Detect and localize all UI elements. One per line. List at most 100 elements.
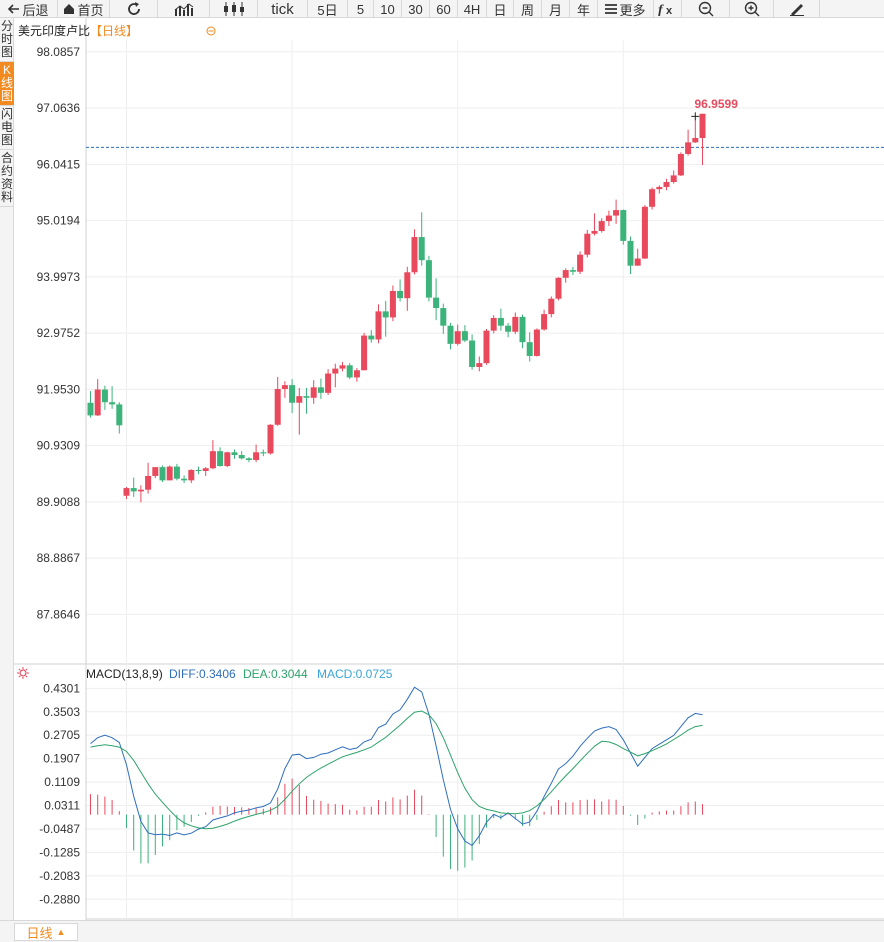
candle[interactable]: [296, 387, 303, 435]
candle[interactable]: [663, 178, 670, 191]
candle[interactable]: [317, 378, 324, 399]
toolbar-button-more[interactable]: 更多: [598, 0, 654, 18]
candle[interactable]: [497, 308, 504, 331]
candle[interactable]: [325, 369, 332, 396]
candle[interactable]: [181, 475, 188, 484]
candle[interactable]: [375, 304, 382, 344]
candle[interactable]: [490, 315, 497, 334]
candle[interactable]: [382, 300, 389, 337]
candle[interactable]: [519, 314, 526, 349]
toolbar-button-refresh[interactable]: [110, 0, 158, 18]
candle[interactable]: [238, 451, 245, 460]
candle[interactable]: [101, 385, 108, 410]
toolbar-button-tick[interactable]: tick: [258, 0, 308, 18]
candlestick-series[interactable]: [87, 113, 706, 503]
candle[interactable]: [152, 467, 159, 479]
candle[interactable]: [130, 477, 137, 497]
toolbar-button-h4[interactable]: 4H: [458, 0, 487, 18]
candle[interactable]: [159, 465, 166, 483]
toolbar-button-m30[interactable]: 30: [402, 0, 430, 18]
sidebar-tab-0[interactable]: 分时图: [0, 18, 14, 62]
candle[interactable]: [440, 303, 447, 334]
candle[interactable]: [195, 466, 202, 475]
sidebar-tab-3[interactable]: 合约资料: [0, 150, 14, 207]
candle[interactable]: [339, 362, 346, 372]
toolbar-button-zoom-in[interactable]: [730, 0, 774, 18]
toolbar-button-year[interactable]: 年: [570, 0, 598, 18]
toolbar-button-back[interactable]: 后退: [0, 0, 58, 18]
candle[interactable]: [245, 457, 252, 463]
candle[interactable]: [253, 444, 260, 463]
candle[interactable]: [641, 205, 648, 260]
candle[interactable]: [598, 218, 605, 233]
candle[interactable]: [548, 296, 555, 318]
candle[interactable]: [656, 185, 663, 194]
candle[interactable]: [454, 324, 461, 346]
candle[interactable]: [397, 279, 404, 302]
candle[interactable]: [389, 285, 396, 322]
candle[interactable]: [649, 187, 656, 210]
candle[interactable]: [87, 391, 94, 418]
candle[interactable]: [346, 363, 353, 380]
candle[interactable]: [533, 328, 540, 357]
candle[interactable]: [123, 486, 130, 500]
candle[interactable]: [303, 387, 310, 414]
candle[interactable]: [145, 462, 152, 494]
toolbar-button-week[interactable]: 周: [514, 0, 542, 18]
candle[interactable]: [289, 379, 296, 414]
candle[interactable]: [109, 386, 116, 409]
period-select-button[interactable]: 日线 ▲: [14, 923, 78, 941]
candle[interactable]: [620, 209, 627, 245]
candle[interactable]: [166, 465, 173, 481]
candle[interactable]: [526, 332, 533, 362]
candle[interactable]: [469, 334, 476, 370]
candle[interactable]: [310, 380, 317, 404]
candle[interactable]: [577, 251, 584, 274]
candle[interactable]: [361, 332, 368, 371]
candle[interactable]: [512, 312, 519, 334]
candle[interactable]: [209, 440, 216, 470]
toolbar-button-home[interactable]: 首页: [58, 0, 110, 18]
candle[interactable]: [425, 255, 432, 302]
candle[interactable]: [411, 229, 418, 275]
candle[interactable]: [433, 278, 440, 321]
candle[interactable]: [217, 447, 224, 467]
sidebar-tab-2[interactable]: 闪电图: [0, 106, 14, 150]
candle[interactable]: [224, 451, 231, 468]
candle[interactable]: [332, 363, 339, 388]
candle[interactable]: [368, 330, 375, 343]
candle[interactable]: [418, 212, 425, 266]
toolbar-button-bar-type[interactable]: [158, 0, 210, 18]
toolbar-button-day[interactable]: 日: [487, 0, 514, 18]
candle[interactable]: [699, 113, 706, 165]
candle[interactable]: [267, 424, 274, 455]
candle[interactable]: [677, 152, 684, 176]
candle[interactable]: [476, 356, 483, 372]
toolbar-button-zoom-out[interactable]: [682, 0, 730, 18]
toolbar-button-month[interactable]: 月: [542, 0, 570, 18]
candle[interactable]: [627, 236, 634, 274]
add-indicator-icon[interactable]: [206, 26, 216, 36]
candle[interactable]: [613, 199, 620, 224]
macd-settings-icon[interactable]: [17, 667, 29, 679]
candle[interactable]: [231, 449, 238, 459]
candle[interactable]: [591, 213, 598, 236]
candle[interactable]: [404, 266, 411, 311]
candle[interactable]: [541, 309, 548, 331]
candle[interactable]: [137, 485, 144, 503]
toolbar-button-draw[interactable]: [774, 0, 820, 18]
toolbar-button-m60[interactable]: 60: [430, 0, 458, 18]
candle[interactable]: [281, 381, 288, 398]
candle[interactable]: [260, 449, 267, 457]
candle[interactable]: [670, 170, 677, 184]
candle[interactable]: [562, 268, 569, 283]
candle[interactable]: [116, 402, 123, 434]
candle[interactable]: [94, 379, 101, 416]
candle[interactable]: [188, 469, 195, 484]
candle[interactable]: [173, 463, 180, 481]
candle[interactable]: [555, 277, 562, 301]
candle[interactable]: [692, 120, 699, 143]
